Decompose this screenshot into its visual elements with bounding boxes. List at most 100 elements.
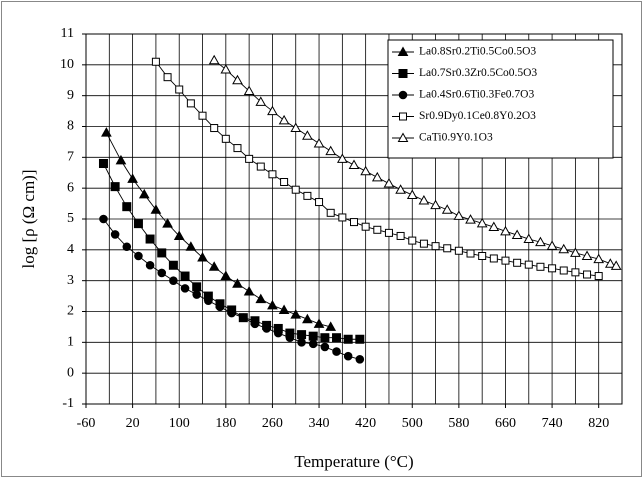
marker [488, 221, 500, 232]
marker [501, 256, 510, 265]
marker [157, 268, 167, 278]
marker [559, 266, 568, 275]
marker [320, 333, 330, 343]
marker [151, 57, 160, 66]
marker [245, 154, 254, 163]
marker [418, 194, 430, 205]
y-tick-label: 8 [67, 119, 74, 134]
marker [122, 202, 132, 212]
marker [524, 260, 533, 269]
y-tick-label: 6 [67, 180, 74, 195]
marker [430, 199, 441, 210]
marker [398, 90, 408, 100]
marker [133, 219, 143, 229]
y-tick-label: 7 [67, 150, 74, 165]
marker [326, 208, 335, 217]
marker [233, 144, 242, 153]
marker [197, 252, 208, 262]
marker [355, 354, 365, 364]
marker [419, 239, 428, 248]
marker [373, 225, 382, 234]
marker [180, 271, 190, 281]
legend-label: La0.7Sr0.3Zr0.5Co0.5O3 [419, 67, 537, 79]
x-tick-label: 740 [542, 416, 563, 431]
y-tick-label: 4 [67, 242, 74, 257]
legend-label: La0.8Sr0.2Ti0.5Co0.5O3 [419, 46, 536, 58]
marker [535, 236, 546, 247]
marker [250, 319, 260, 329]
marker [594, 272, 603, 281]
marker [384, 228, 393, 237]
marker [175, 85, 184, 94]
marker [192, 290, 201, 299]
marker [548, 264, 557, 273]
y-tick-label: 5 [67, 211, 74, 226]
marker [186, 99, 195, 108]
marker [441, 204, 453, 214]
marker [610, 260, 622, 270]
marker [267, 299, 278, 310]
marker [221, 134, 230, 143]
marker [297, 338, 306, 347]
legend-label: Sr0.9Dy0.1Ce0.8Y0.2O3 [419, 110, 536, 122]
marker [325, 145, 337, 156]
marker [138, 188, 150, 199]
marker [168, 260, 178, 270]
marker [408, 236, 417, 245]
marker [313, 318, 325, 328]
x-tick-label: 420 [355, 416, 376, 431]
marker [215, 302, 225, 312]
legend-label: La0.4Sr0.6Ti0.3Fe0.7O3 [419, 89, 534, 101]
marker [302, 130, 313, 140]
marker [581, 250, 593, 260]
y-axis-label: log [ρ (Ω cm)] [19, 169, 38, 268]
marker [406, 189, 418, 199]
marker [570, 247, 581, 257]
marker [500, 225, 511, 236]
marker [150, 204, 162, 214]
marker [243, 285, 255, 296]
marker [145, 234, 155, 244]
marker [169, 276, 178, 285]
marker [185, 241, 197, 251]
marker [243, 85, 255, 96]
marker [145, 260, 155, 270]
marker [220, 270, 232, 281]
marker [325, 321, 337, 331]
marker [210, 124, 219, 133]
marker [290, 122, 302, 133]
marker [604, 258, 616, 268]
x-tick-label: 180 [215, 416, 236, 431]
marker [110, 182, 120, 192]
y-tick-label: 9 [67, 88, 74, 103]
marker [350, 218, 358, 227]
marker [173, 230, 185, 240]
marker [303, 191, 312, 200]
marker [115, 154, 127, 165]
marker [332, 347, 341, 356]
marker [523, 233, 535, 244]
x-axis-label: Temperature (°C) [294, 452, 413, 471]
y-tick-label: 3 [67, 273, 74, 288]
marker [239, 313, 248, 322]
marker [315, 198, 324, 207]
marker [431, 242, 440, 251]
marker [127, 173, 138, 183]
marker [256, 162, 265, 171]
x-tick-label: 660 [495, 416, 516, 431]
marker [198, 111, 207, 120]
marker [536, 262, 545, 271]
legend-box [387, 39, 614, 159]
marker [267, 105, 278, 116]
marker [157, 248, 167, 258]
y-tick-label: 11 [61, 26, 74, 41]
marker [360, 165, 372, 176]
marker [208, 54, 220, 65]
marker [313, 137, 325, 148]
marker [546, 240, 558, 250]
marker [268, 170, 277, 179]
marker [397, 46, 409, 56]
x-tick-label: -60 [77, 416, 96, 431]
marker [454, 246, 463, 255]
